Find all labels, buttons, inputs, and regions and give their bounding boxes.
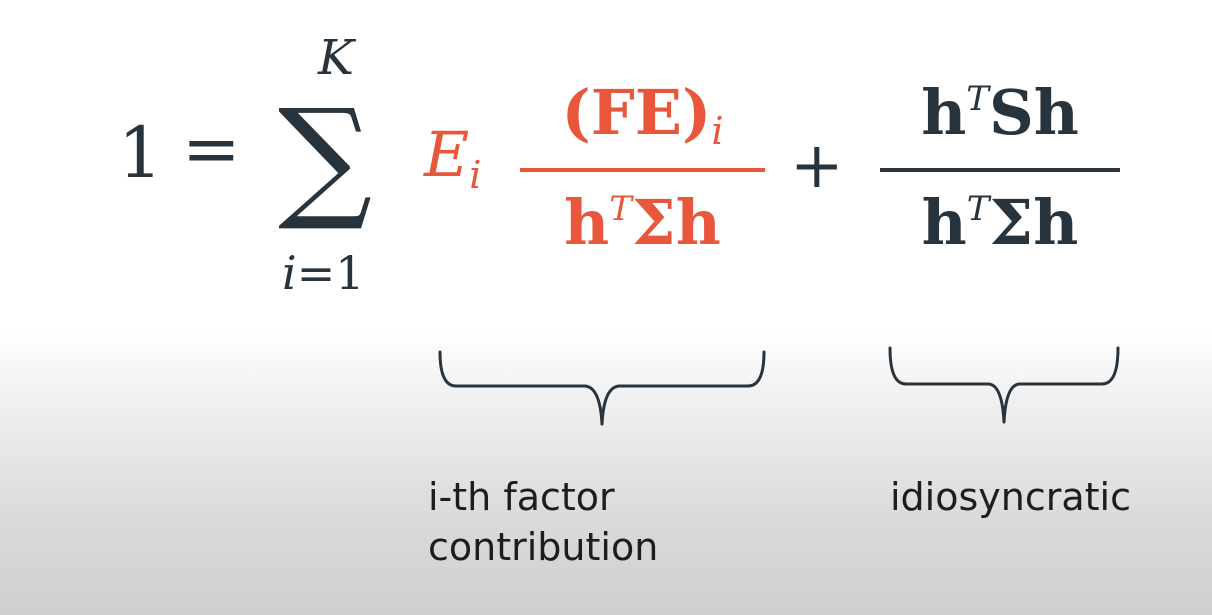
factor-exposure-coef: Ei: [424, 124, 482, 197]
num2-transpose: T: [966, 79, 989, 119]
summation-symbol: ∑: [278, 81, 373, 235]
idio-term-numerator: hTSh: [880, 82, 1120, 144]
num2-h: h: [921, 76, 967, 149]
den2-h: h: [921, 186, 967, 259]
sum-start: =1: [296, 246, 365, 300]
coef-subscript: i: [469, 153, 482, 197]
sum-lower-limit: i=1: [282, 250, 365, 296]
numerator-subscript: i: [711, 109, 724, 153]
idiosyncratic-label: idiosyncratic: [890, 475, 1132, 519]
den1-h: h: [564, 186, 610, 259]
numerator-fe: (FE): [561, 76, 712, 149]
factor-contribution-label: i-th factor contribution: [428, 472, 658, 572]
equals-sign: =: [182, 108, 241, 190]
lhs-one: 1: [118, 112, 163, 194]
den1-rest: Σh: [631, 186, 721, 259]
den2-rest: Σh: [989, 186, 1079, 259]
factor-label-line1: i-th factor: [428, 475, 615, 519]
idio-fraction-bar: [880, 168, 1120, 172]
idiosyncratic-underbrace: [888, 346, 1120, 424]
factor-term-numerator: (FE)i: [520, 82, 765, 153]
sum-upper-limit: K: [318, 30, 354, 86]
plus-sign: +: [790, 129, 844, 203]
coef-letter: E: [424, 118, 470, 191]
factor-term-denominator: hTΣh: [520, 192, 765, 254]
factor-underbrace: [438, 350, 766, 426]
factor-label-line2: contribution: [428, 525, 659, 569]
sum-index: i: [282, 246, 297, 300]
num2-rest: Sh: [988, 76, 1079, 149]
idio-term-denominator: hTΣh: [880, 192, 1120, 254]
den2-transpose: T: [966, 189, 990, 229]
den1-transpose: T: [609, 189, 632, 229]
factor-fraction-bar: [520, 168, 765, 172]
